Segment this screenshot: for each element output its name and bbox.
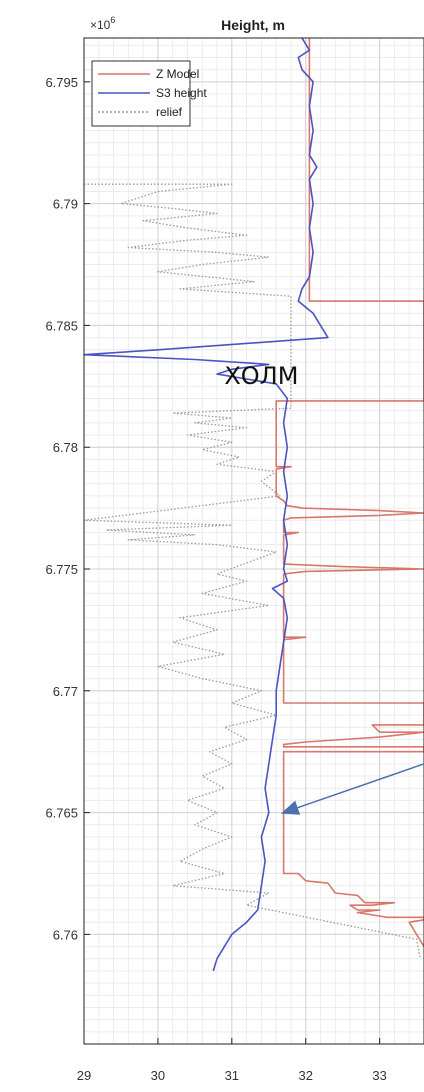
legend: Z Model S3 height relief [91,60,207,127]
series-z-model [275,38,424,948]
y-tick-label: 6.795 [45,75,78,90]
annotation-holm: ХОЛМ [224,362,298,390]
legend-label-relief: relief [156,105,183,119]
series-relief [83,183,421,959]
series-s3-height [83,37,329,972]
legend-label-z-model: Z Model [156,67,199,81]
x-tick-label: 33 [372,1068,386,1083]
y-axis-ticks: 6.76 6.765 6.77 6.775 6.78 6.785 6.79 6.795 [45,75,90,942]
y-tick-label: 6.77 [53,684,78,699]
legend-label-s3-height: S3 height [156,86,207,100]
x-tick-label: 32 [299,1068,313,1083]
y-tick-label: 6.79 [53,197,78,212]
series-layer [83,37,424,972]
y-tick-label: 6.775 [45,562,78,577]
y-tick-label: 6.76 [53,927,78,942]
y-tick-label: 6.765 [45,806,78,821]
x-tick-label: 31 [225,1068,239,1083]
axes-box [83,37,424,1045]
plot-background [84,38,424,1044]
x-tick-label: 30 [151,1068,165,1083]
chart-title: Height, m [221,17,285,33]
y-exponent-label: ×106 [90,15,115,32]
x-axis-ticks: 29 30 31 32 33 [77,1038,387,1083]
x-tick-label: 29 [77,1068,91,1083]
y-tick-label: 6.785 [45,318,78,333]
annotation-arrow [280,763,424,815]
y-tick-label: 6.78 [53,440,78,455]
